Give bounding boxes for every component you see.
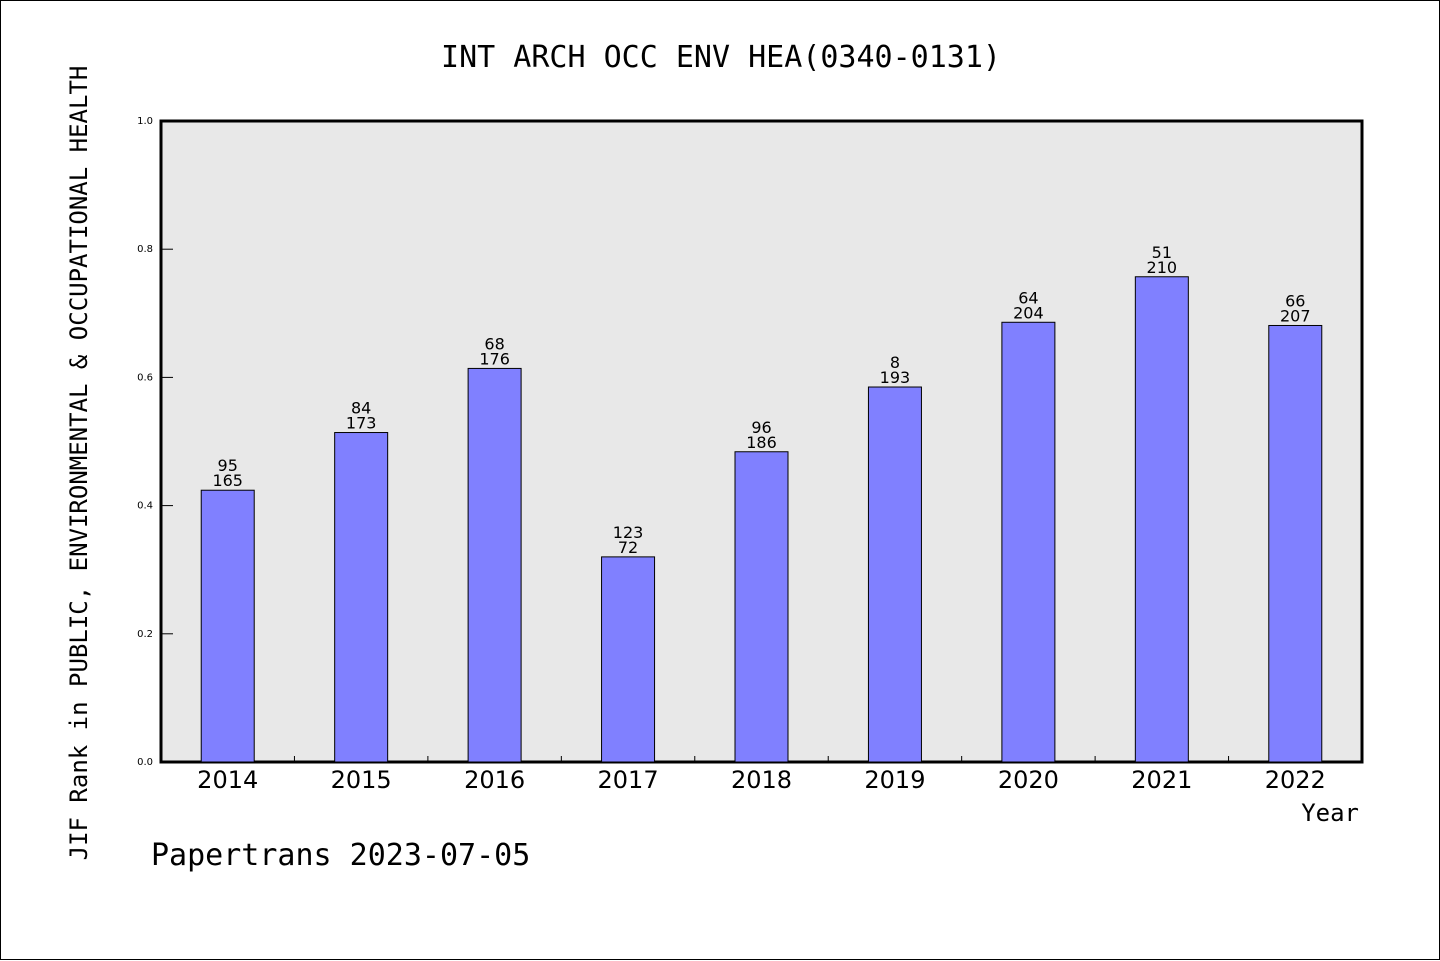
axis-ticks: 0.0 0.2 0.4 0.6 0.8 1.0 [137,116,1230,768]
y-tick-label: 0.8 [137,244,153,255]
data-label-rank: 123 [613,523,644,542]
y-tick-label: 0.6 [137,372,153,383]
data-label-total: 204 [1013,303,1044,322]
y-axis-label: JIF Rank in PUBLIC, ENVIRONMENTAL & OCCU… [65,66,93,861]
data-label-rank: 64 [1018,288,1038,307]
data-label-total: 173 [346,414,377,433]
data-label-rank: 51 [1152,243,1172,262]
bar-2016 [467,367,522,763]
x-tick-label: 2022 [1265,766,1326,794]
data-label-total: 210 [1147,258,1178,277]
data-label-total: 207 [1280,306,1311,325]
y-tick-label: 1.0 [137,116,153,127]
data-label-total: 186 [746,433,777,452]
x-tick-label: 2015 [331,766,392,794]
footer-text: Papertrans 2023-07-05 [151,838,530,873]
bar-2018 [734,451,789,763]
x-tick-label: 2016 [464,766,525,794]
bar-2021 [1134,276,1189,763]
data-label-total: 176 [479,349,510,368]
x-tick-label: 2020 [998,766,1059,794]
x-tick-label: 2021 [1131,766,1192,794]
x-tick-label: 2014 [197,766,258,794]
data-label-rank: 84 [351,399,371,418]
x-axis-label: Year [1301,799,1359,827]
data-label-rank: 95 [218,456,238,475]
chart-title: INT ARCH OCC ENV HEA(0340-0131) [441,40,1001,75]
x-tick-label: 2019 [864,766,925,794]
bar-2019 [867,386,922,763]
data-label-rank: 66 [1285,291,1305,310]
bar-2020 [1001,321,1056,763]
y-tick-label: 0.0 [137,757,153,768]
data-label-total: 193 [880,368,911,387]
bar-2015 [334,432,389,763]
bars-group [200,276,1323,763]
bar-2017 [601,556,656,763]
data-label-total: 72 [618,538,638,557]
data-label-rank: 96 [751,418,771,437]
y-tick-label: 0.4 [137,501,153,512]
data-label-rank: 68 [484,334,504,353]
bar-2014 [200,489,255,763]
y-tick-label: 0.2 [137,629,153,640]
x-tick-label: 2017 [598,766,659,794]
bar-2022 [1268,324,1323,763]
x-tick-label: 2018 [731,766,792,794]
data-label-total: 165 [212,471,243,490]
data-label-rank: 8 [890,353,900,372]
